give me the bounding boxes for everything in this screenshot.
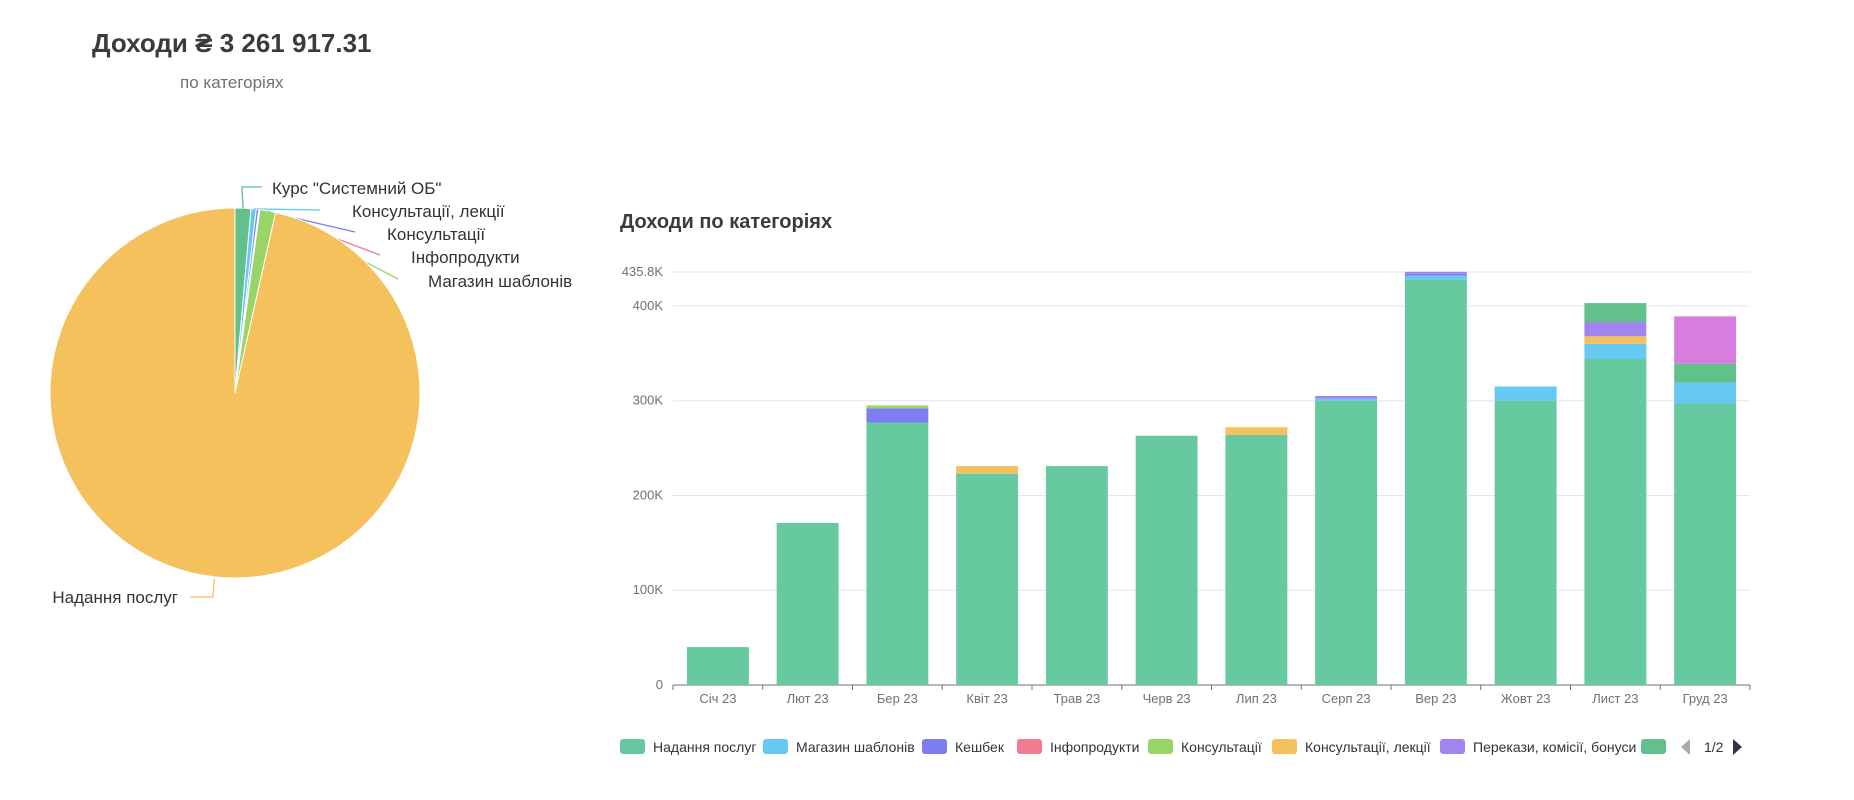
legend-label[interactable]: Інфопродукти (1050, 739, 1139, 755)
legend-prev-page-icon[interactable] (1681, 739, 1690, 755)
bar-segment[interactable] (1584, 343, 1647, 359)
legend-swatch[interactable] (620, 739, 645, 754)
pie-label: Магазин шаблонів (428, 272, 572, 291)
bar-segment[interactable] (1584, 303, 1647, 323)
legend-label[interactable]: Консультації (1181, 739, 1262, 755)
bar-segment[interactable] (1674, 363, 1737, 383)
bar-chart-title: Доходи по категоріях (620, 211, 832, 233)
bar-segment[interactable] (1674, 316, 1737, 364)
x-tick-label: Жовт 23 (1501, 691, 1551, 706)
bar-segment[interactable] (1494, 400, 1557, 685)
bar-segment[interactable] (866, 408, 929, 423)
x-tick-label: Вер 23 (1415, 691, 1456, 706)
bar-segment[interactable] (866, 405, 929, 409)
legend-swatch[interactable] (1017, 739, 1042, 754)
bar-segment[interactable] (776, 522, 839, 685)
pie-leader-line (253, 208, 321, 211)
legend-swatch[interactable] (1440, 739, 1465, 754)
pie-label: Інфопродукти (411, 248, 520, 267)
pie-label: Консультації (387, 225, 485, 244)
bar-segment[interactable] (1584, 336, 1647, 344)
bar-segment[interactable] (1315, 395, 1378, 399)
x-tick-label: Січ 23 (699, 691, 736, 706)
legend-label[interactable]: Консультації, лекції (1305, 739, 1431, 755)
pie-leader-line (241, 186, 262, 209)
bar-segment[interactable] (686, 647, 749, 685)
legend-swatch[interactable] (922, 739, 947, 754)
x-tick-label: Трав 23 (1054, 691, 1101, 706)
bar-segment[interactable] (1404, 275, 1467, 280)
bar-segment[interactable] (1315, 400, 1378, 685)
bar-segment[interactable] (1674, 403, 1737, 685)
page-title: Доходи ₴ 3 261 917.31 (92, 28, 372, 58)
legend-page-indicator: 1/2 (1704, 739, 1724, 755)
pie-leader-line (190, 578, 215, 598)
bar-segment[interactable] (1494, 386, 1557, 401)
legend-swatch[interactable] (1641, 739, 1666, 754)
x-tick-label: Груд 23 (1683, 691, 1728, 706)
legend-swatch[interactable] (1148, 739, 1173, 754)
bar-segment[interactable] (1584, 322, 1647, 337)
legend-label[interactable]: Перекази, комісії, бонуси (1473, 739, 1636, 755)
pie-label: Курс "Системний ОБ" (272, 179, 441, 198)
x-tick-label: Лип 23 (1236, 691, 1277, 706)
bar-segment[interactable] (956, 473, 1019, 685)
y-tick-label: 400K (633, 298, 664, 313)
bar-segment[interactable] (866, 422, 929, 685)
page-subtitle: по категоріях (180, 73, 284, 92)
x-tick-label: Квіт 23 (966, 691, 1007, 706)
bar-segment[interactable] (1674, 382, 1737, 404)
pie-label: Надання послуг (52, 588, 178, 607)
bar-segment[interactable] (1225, 434, 1288, 685)
legend-label[interactable]: Магазин шаблонів (796, 739, 915, 755)
legend-next-page-icon[interactable] (1733, 739, 1742, 755)
x-tick-label: Бер 23 (877, 691, 918, 706)
pie-chart: Курс "Системний ОБ" Консультації, лекції К… (49, 179, 572, 607)
bar-segment[interactable] (1315, 398, 1378, 401)
y-tick-label: 300K (633, 393, 664, 408)
y-tick-label: 100K (633, 582, 664, 597)
x-tick-label: Черв 23 (1143, 691, 1191, 706)
legend-label[interactable]: Кешбек (955, 739, 1005, 755)
legend-swatch[interactable] (763, 739, 788, 754)
pie-slice[interactable] (49, 207, 421, 579)
x-tick-label: Серп 23 (1322, 691, 1371, 706)
bar-segment[interactable] (956, 466, 1019, 474)
bar-segment[interactable] (1404, 273, 1467, 276)
bar-segment[interactable] (1045, 466, 1108, 685)
y-tick-label: 200K (633, 487, 664, 502)
bar-segment[interactable] (1404, 279, 1467, 685)
bar-segment[interactable] (1135, 435, 1198, 685)
legend-swatch[interactable] (1272, 739, 1297, 754)
legend-label[interactable]: Надання послуг (653, 739, 756, 755)
bar-segment[interactable] (1584, 358, 1647, 685)
bar-segment[interactable] (1225, 427, 1288, 435)
y-tick-label: 0 (656, 677, 663, 692)
x-tick-label: Лист 23 (1592, 691, 1638, 706)
x-tick-label: Лют 23 (787, 691, 829, 706)
pie-label: Консультації, лекції (352, 202, 505, 221)
y-tick-label: 435.8K (622, 264, 664, 279)
bar-segment[interactable] (1404, 271, 1467, 274)
